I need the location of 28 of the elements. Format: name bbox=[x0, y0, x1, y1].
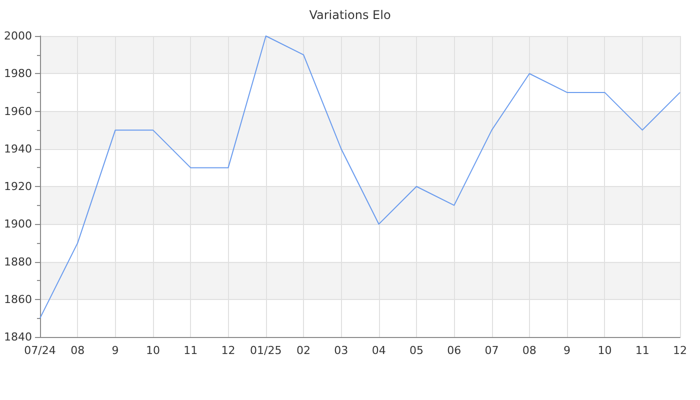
y-tick-label: 1860 bbox=[4, 292, 32, 306]
y-tick-label: 1900 bbox=[4, 218, 32, 231]
x-tick-label: 08 bbox=[70, 344, 85, 357]
x-tick-label: 10 bbox=[598, 344, 612, 357]
x-tick-label: 07/24 bbox=[24, 344, 56, 357]
y-tick-label: 1960 bbox=[4, 104, 32, 118]
chart-title: Variations Elo bbox=[309, 8, 391, 22]
x-tick-label: 10 bbox=[146, 344, 160, 357]
x-tick-label: 12 bbox=[221, 344, 236, 357]
x-tick-label: 08 bbox=[522, 344, 536, 357]
x-tick-label: 9 bbox=[112, 344, 119, 357]
x-tick-label: 02 bbox=[296, 344, 311, 357]
y-tick-label: 1940 bbox=[4, 142, 32, 156]
x-tick-label: 11 bbox=[184, 344, 198, 357]
x-tick-label: 03 bbox=[334, 344, 348, 357]
x-tick-label: 05 bbox=[409, 344, 424, 357]
y-tick-label: 1980 bbox=[4, 67, 32, 80]
x-tick-label: 01/25 bbox=[250, 344, 282, 357]
x-tick-label: 9 bbox=[564, 344, 571, 357]
x-tick-label: 11 bbox=[635, 344, 650, 357]
y-tick-label: 2000 bbox=[4, 30, 32, 42]
y-tick-label: 1920 bbox=[4, 180, 32, 193]
x-tick-label: 07 bbox=[484, 344, 499, 357]
y-tick-label: 1880 bbox=[4, 255, 32, 268]
y-tick-label: 1840 bbox=[4, 330, 32, 344]
x-tick-label: 06 bbox=[447, 344, 462, 357]
x-tick-label: 12 bbox=[673, 344, 687, 357]
x-tick-label: 04 bbox=[372, 344, 386, 357]
